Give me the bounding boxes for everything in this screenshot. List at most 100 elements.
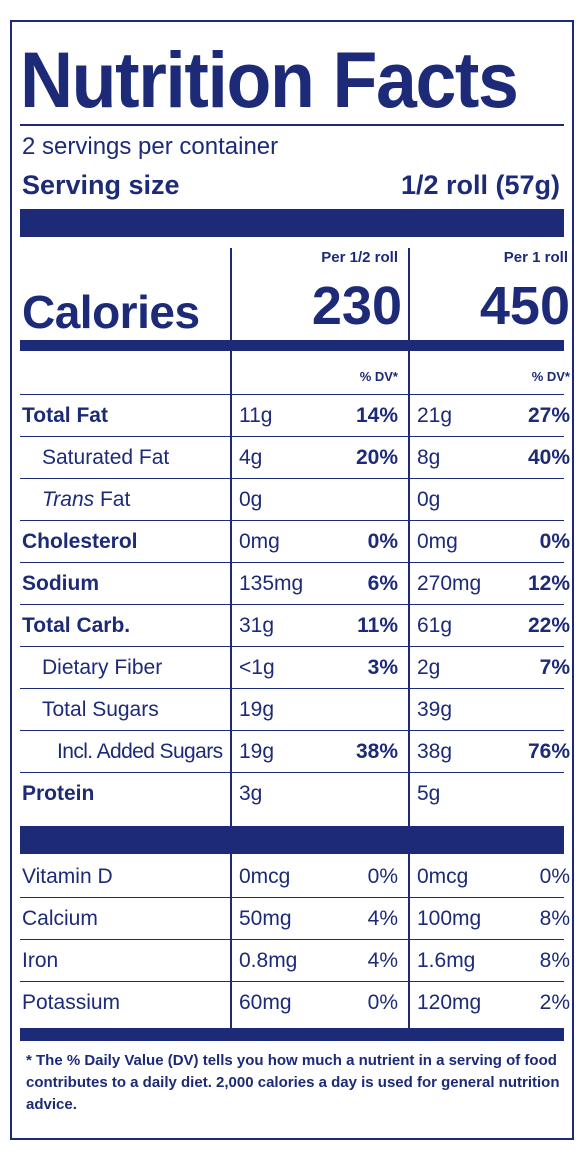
dv-header-2: % DV* (531, 369, 570, 384)
servings-per-container: 2 servings per container (22, 133, 279, 160)
dv-one-roll: 8% (539, 949, 570, 972)
row-divider (20, 562, 564, 563)
nutrient-name: Sodium (22, 572, 99, 595)
dv-half-roll (316, 773, 398, 815)
calories-label: Calories (22, 286, 200, 338)
amount-half-roll: 11g (239, 404, 273, 427)
amount-half-roll: 0g (239, 488, 263, 511)
dv-half-roll: 6% (367, 572, 398, 595)
amount-half-roll: 4g (239, 446, 263, 469)
nutrient-name-italic: Trans (42, 488, 95, 511)
dv-half-roll: 38% (355, 740, 398, 763)
nutrient-row-protein: Protein 3g 5g (20, 773, 564, 815)
nutrient-name: Dietary Fiber (42, 656, 163, 679)
title-divider (20, 124, 564, 126)
row-divider (20, 646, 564, 647)
vitamin-row-calcium: Calcium 50mg 4% 100mg 8% (20, 898, 570, 940)
dv-half-roll: 11% (357, 614, 398, 637)
vitamin-name: Iron (22, 949, 59, 972)
amount-half-roll: 31g (239, 614, 275, 637)
amount-half-roll: 0.8mg (239, 949, 298, 972)
nutrient-name: Saturated Fat (42, 446, 170, 469)
amount-one-roll: 100mg (417, 907, 482, 930)
nutrient-row-added-sugars: Incl. Added Sugars 19g 38% 38g 76% (20, 731, 570, 773)
dv-one-roll: 0% (539, 865, 570, 888)
amount-one-roll: 1.6mg (417, 949, 476, 972)
dv-half-roll: 14% (355, 404, 398, 427)
amount-one-roll: 61g (417, 614, 453, 637)
nutrient-name: Trans Fat (42, 479, 130, 521)
row-divider (20, 981, 564, 982)
row-divider (20, 604, 564, 605)
nutrient-row-sodium: Sodium 135mg 6% 270mg 12% (20, 563, 570, 605)
column-divider-2 (408, 248, 410, 828)
amount-one-roll: 5g (417, 782, 441, 805)
daily-value-footnote: * The % Daily Value (DV) tells you how m… (26, 1052, 560, 1113)
serving-size-value: 1/2 roll (57g) (400, 170, 560, 200)
row-divider (20, 478, 564, 479)
nutrient-name: Incl. Added Sugars (57, 740, 223, 763)
dv-header-divider (20, 394, 564, 395)
column-header-half-roll: Per 1/2 roll (321, 249, 398, 266)
nutrient-name: Cholesterol (22, 530, 138, 553)
dv-one-roll: 22% (527, 614, 570, 637)
row-divider (20, 939, 564, 940)
column-divider-1 (230, 248, 232, 828)
amount-half-roll: <1g (239, 656, 275, 679)
amount-one-roll: 38g (417, 740, 453, 763)
dv-one-roll (490, 773, 570, 815)
amount-half-roll: 0mcg (239, 865, 291, 888)
dv-one-roll: 8% (539, 907, 570, 930)
nutrient-row-total-carb: Total Carb. 31g 11% 61g 22% (20, 605, 570, 647)
nutrient-row-total-sugars: Total Sugars 19g 39g (20, 689, 564, 731)
row-divider (20, 688, 564, 689)
dv-one-roll: 7% (539, 656, 570, 679)
amount-half-roll: 50mg (239, 907, 292, 930)
dv-half-roll: 4% (367, 907, 398, 930)
row-divider (20, 436, 564, 437)
amount-one-roll: 21g (417, 404, 453, 427)
amount-half-roll: 60mg (239, 991, 292, 1014)
vitamin-name: Vitamin D (22, 865, 113, 888)
thick-divider-calories (20, 340, 564, 351)
dv-one-roll: 2% (539, 991, 570, 1014)
row-divider (20, 772, 564, 773)
dv-header-1: % DV* (359, 369, 398, 384)
amount-half-roll: 19g (239, 740, 275, 763)
nutrition-facts-label: Nutrition Facts 2 servings per container… (10, 20, 574, 1140)
amount-one-roll: 39g (417, 698, 453, 721)
dv-half-roll: 4% (367, 949, 398, 972)
nutrient-name: Protein (22, 782, 95, 805)
nutrient-name: Total Carb. (22, 614, 131, 637)
dv-half-roll: 3% (367, 656, 398, 679)
amount-half-roll: 135mg (239, 572, 304, 595)
calories-one-roll: 450 (479, 276, 570, 336)
column-divider-1-vitamins (230, 854, 232, 1028)
amount-one-roll: 0g (417, 488, 441, 511)
row-divider (20, 520, 564, 521)
amount-one-roll: 0mcg (417, 865, 469, 888)
nutrient-row-total-fat: Total Fat 11g 14% 21g 27% (20, 395, 570, 437)
amount-half-roll: 0mg (239, 530, 280, 553)
vitamin-name: Potassium (22, 991, 121, 1014)
dv-one-roll: 76% (527, 740, 570, 763)
amount-one-roll: 2g (417, 656, 441, 679)
nutrient-name: Total Fat (22, 404, 108, 427)
dv-one-roll (490, 479, 570, 521)
amount-one-roll: 270mg (417, 572, 482, 595)
nutrient-name-rest: Fat (94, 488, 131, 511)
serving-size-label: Serving size (22, 170, 180, 200)
amount-half-roll: 3g (239, 782, 263, 805)
vitamin-row-potassium: Potassium 60mg 0% 120mg 2% (20, 982, 570, 1024)
nutrient-row-dietary-fiber: Dietary Fiber <1g 3% 2g 7% (20, 647, 570, 689)
amount-one-roll: 0mg (417, 530, 458, 553)
thick-divider-vitamins (20, 826, 564, 854)
row-divider (20, 897, 564, 898)
nutrient-row-cholesterol: Cholesterol 0mg 0% 0mg 0% (20, 521, 570, 563)
amount-half-roll: 19g (239, 698, 275, 721)
dv-one-roll (490, 689, 570, 731)
label-title: Nutrition Facts (20, 35, 519, 124)
amount-one-roll: 120mg (417, 991, 482, 1014)
dv-half-roll (316, 689, 398, 731)
row-divider (20, 730, 564, 731)
